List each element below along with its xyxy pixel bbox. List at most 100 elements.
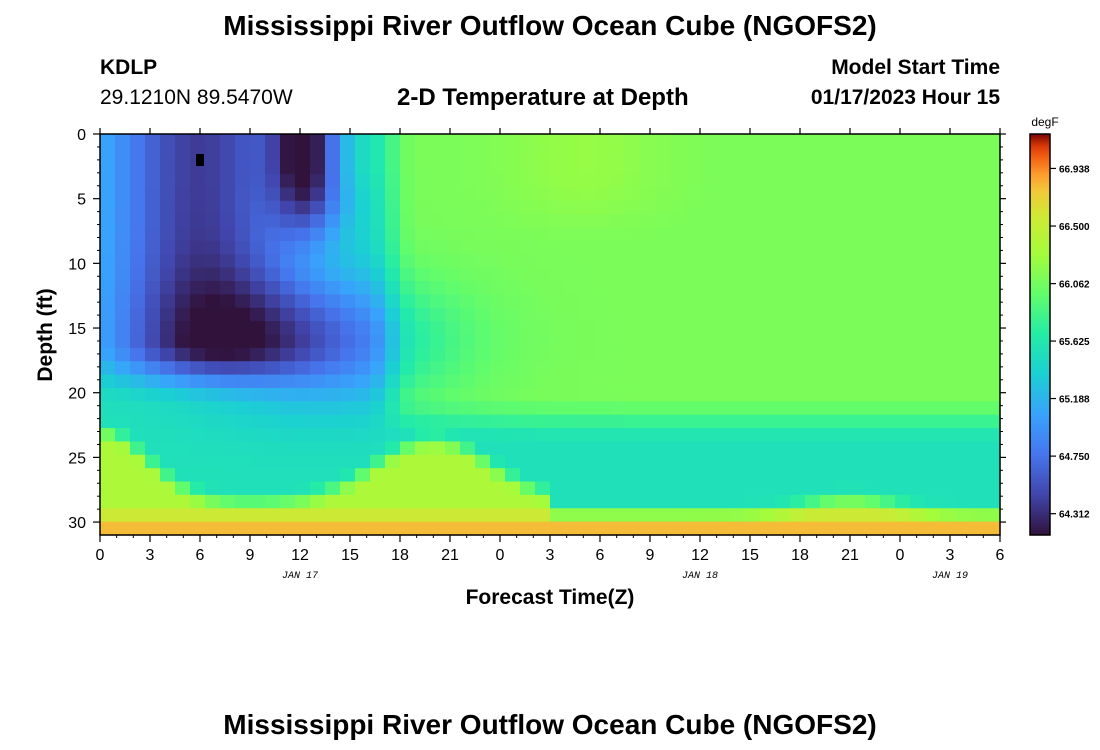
heatmap-cell [265, 454, 281, 469]
heatmap-cell [340, 468, 356, 483]
heatmap-cell [775, 374, 791, 389]
heatmap-cell [880, 414, 896, 429]
heatmap-cell [715, 281, 731, 295]
heatmap-cell [610, 200, 626, 215]
heatmap-cell [130, 281, 146, 295]
heatmap-cell [460, 361, 476, 376]
y-tick-label: 5 [77, 192, 86, 209]
heatmap-cell [880, 267, 896, 282]
heatmap-cell [745, 347, 761, 362]
heatmap-cell [310, 468, 326, 483]
heatmap-cell [820, 414, 836, 429]
heatmap-cell [550, 147, 566, 162]
heatmap-cell [955, 521, 971, 536]
heatmap-cell [535, 468, 551, 483]
heatmap-cell [145, 254, 161, 269]
heatmap-cell [505, 200, 521, 215]
heatmap-cell [160, 294, 176, 309]
heatmap-cell [490, 441, 506, 456]
heatmap-cell [235, 227, 251, 242]
heatmap-cell [580, 347, 596, 362]
heatmap-cell [505, 361, 521, 376]
heatmap-cell [130, 521, 146, 536]
heatmap-cell [940, 134, 956, 148]
heatmap-cell [100, 187, 116, 202]
heatmap-cell [460, 294, 476, 309]
heatmap-cell [805, 281, 821, 295]
colorbar-tick-label: 66.938 [1059, 164, 1090, 175]
heatmap-cell [160, 454, 176, 469]
heatmap-cell [670, 160, 686, 175]
heatmap-cells [100, 134, 1001, 536]
heatmap-cell [310, 214, 326, 229]
heatmap-cell [415, 401, 431, 416]
heatmap-cell [625, 187, 641, 202]
heatmap-cell [550, 281, 566, 295]
heatmap-cell [625, 147, 641, 162]
heatmap-cell [370, 387, 386, 402]
heatmap-cell [985, 361, 1001, 376]
heatmap-cell [955, 374, 971, 389]
heatmap-cell [220, 160, 236, 175]
heatmap-cell [175, 428, 191, 443]
heatmap-cell [325, 454, 341, 469]
heatmap-cell [985, 387, 1001, 402]
heatmap-cell [850, 214, 866, 229]
heatmap-cell [625, 414, 641, 429]
heatmap-cell [850, 174, 866, 189]
heatmap-cell [295, 387, 311, 402]
heatmap-cell [205, 334, 221, 349]
heatmap-cell [595, 361, 611, 376]
heatmap-cell [115, 521, 131, 536]
heatmap-cell [220, 214, 236, 229]
heatmap-cell [565, 227, 581, 242]
heatmap-cell [265, 481, 281, 496]
heatmap-cell [895, 160, 911, 175]
heatmap-cell [325, 134, 341, 148]
heatmap-cell [265, 294, 281, 309]
heatmap-cell [355, 454, 371, 469]
heatmap-cell [625, 267, 641, 282]
heatmap-cell [250, 147, 266, 162]
heatmap-cell [325, 267, 341, 282]
heatmap-cell [760, 347, 776, 362]
heatmap-cell [625, 321, 641, 336]
heatmap-cell [730, 468, 746, 483]
heatmap-cell [250, 214, 266, 229]
heatmap-cell [925, 468, 941, 483]
heatmap-cell [940, 174, 956, 189]
heatmap-cell [205, 414, 221, 429]
heatmap-cell [745, 361, 761, 376]
heatmap-cell [265, 414, 281, 429]
heatmap-cell [775, 254, 791, 269]
heatmap-cell [205, 200, 221, 215]
heatmap-cell [850, 521, 866, 536]
heatmap-cell [145, 441, 161, 456]
heatmap-cell [355, 508, 371, 523]
heatmap-cell [310, 441, 326, 456]
heatmap-cell [280, 187, 296, 202]
heatmap-cell [505, 454, 521, 469]
heatmap-cell [190, 134, 206, 148]
heatmap-cell [250, 294, 266, 309]
heatmap-cell [280, 481, 296, 496]
heatmap-cell [205, 508, 221, 523]
heatmap-cell [250, 361, 266, 376]
heatmap-cell [610, 334, 626, 349]
heatmap-cell [790, 200, 806, 215]
heatmap-cell [790, 321, 806, 336]
heatmap-cell [415, 347, 431, 362]
heatmap-cell [280, 321, 296, 336]
heatmap-cell [895, 307, 911, 322]
heatmap-cell [115, 508, 131, 523]
heatmap-cell [895, 227, 911, 242]
heatmap-cell [355, 494, 371, 509]
heatmap-cell [340, 347, 356, 362]
heatmap-cell [340, 294, 356, 309]
heatmap-cell [100, 267, 116, 282]
heatmap-cell [370, 321, 386, 336]
heatmap-cell [505, 374, 521, 389]
heatmap-cell [205, 240, 221, 255]
heatmap-cell [655, 374, 671, 389]
heatmap-cell [820, 481, 836, 496]
